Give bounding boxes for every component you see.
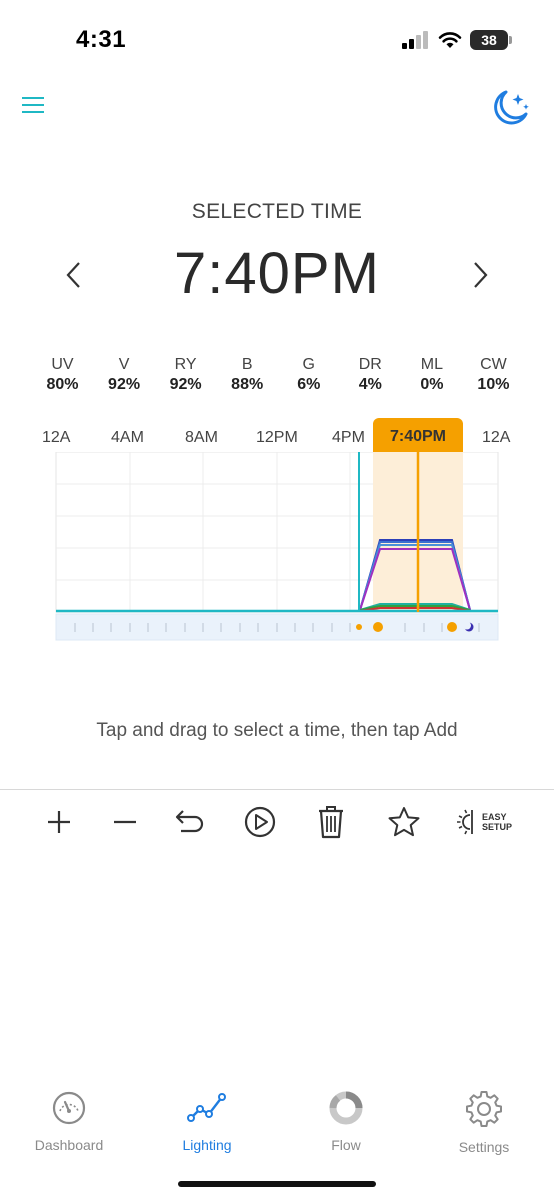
channel-g: G 6% [278, 356, 339, 394]
nav-label: Flow [331, 1137, 361, 1153]
delete-button[interactable] [309, 802, 353, 842]
half-sun-icon [457, 809, 473, 835]
channel-name: B [241, 356, 253, 373]
status-time: 4:31 [76, 26, 127, 53]
plus-icon [48, 811, 70, 833]
channel-name: CW [480, 356, 507, 373]
selected-time-value: 7:40PM [174, 241, 380, 306]
play-preview-button[interactable] [238, 802, 282, 842]
sun-marker-icon [447, 622, 457, 632]
nav-flow[interactable]: Flow [291, 1090, 401, 1153]
nav-label: Lighting [182, 1137, 232, 1153]
nav-settings[interactable]: Settings [429, 1090, 539, 1155]
scrub-strip-ticks [74, 623, 480, 632]
channel-ry: RY 92% [155, 356, 216, 394]
instruction-text: Tap and drag to select a time, then tap … [96, 720, 458, 741]
remove-button[interactable] [103, 802, 147, 842]
home-indicator[interactable] [178, 1181, 376, 1187]
undo-button[interactable] [168, 802, 212, 842]
time-tick-label: 4PM [332, 429, 365, 446]
channel-curve-g [359, 605, 471, 611]
channel-name: V [118, 356, 130, 373]
line-chart-icon [187, 1093, 226, 1122]
add-button[interactable] [37, 802, 81, 842]
channel-value: 0% [420, 376, 444, 393]
time-tick-label: 12A [42, 429, 71, 446]
channel-ml: ML 0% [401, 356, 462, 394]
easy-setup-button[interactable]: EASY SETUP [456, 802, 516, 842]
channel-b: B 88% [217, 356, 278, 394]
selected-time-badge[interactable]: 7:40PM [373, 418, 463, 454]
nav-label: Settings [458, 1139, 510, 1155]
hamburger-menu-icon[interactable] [22, 96, 46, 116]
channel-value: 92% [108, 376, 141, 393]
time-tick-label: 12A [482, 429, 511, 446]
lighting-schedule-graph[interactable] [0, 452, 554, 644]
easy-setup-label-line1: EASY [482, 812, 507, 822]
toolbar-divider [0, 789, 554, 790]
trash-icon [319, 806, 343, 839]
flow-ring-icon [329, 1091, 363, 1125]
channel-value: 92% [169, 376, 202, 393]
channel-value: 4% [358, 376, 382, 393]
channel-name: DR [358, 356, 382, 373]
channel-value: 80% [46, 376, 79, 393]
sunrise-marker-icon [356, 624, 362, 630]
channel-curve-dr [359, 607, 471, 612]
play-circle-icon [244, 806, 276, 838]
favorite-button[interactable] [382, 802, 426, 842]
channel-dr: DR 4% [340, 356, 401, 394]
selected-time-label: SELECTED TIME [191, 200, 363, 223]
channel-name: ML [420, 356, 443, 373]
wifi-icon [438, 32, 462, 48]
channel-value: 6% [297, 376, 321, 393]
channel-v: V 92% [94, 356, 155, 394]
nav-lighting[interactable]: Lighting [152, 1090, 262, 1153]
star-icon [388, 807, 420, 837]
easy-setup-label-line2: SETUP [482, 822, 513, 832]
cellular-signal-icon [402, 31, 428, 49]
time-tick-label: 4AM [111, 429, 144, 446]
battery-indicator: 38 [470, 30, 512, 50]
next-time-chevron-icon[interactable] [468, 260, 492, 290]
undo-icon [175, 810, 204, 833]
gauge-icon [52, 1091, 86, 1125]
channel-name: G [302, 356, 315, 373]
channel-curve-uv [359, 548, 471, 611]
time-tick-label: 12PM [256, 429, 298, 446]
nav-dashboard[interactable]: Dashboard [14, 1090, 124, 1153]
gear-icon [466, 1091, 502, 1127]
channel-name: UV [51, 356, 74, 373]
night-mode-moon-icon[interactable] [488, 86, 532, 130]
previous-time-chevron-icon[interactable] [62, 260, 86, 290]
channel-levels: UV 80% V 92% RY 92% B 88% G 6% DR 4% ML … [32, 356, 524, 394]
minus-icon [114, 820, 136, 824]
nav-label: Dashboard [34, 1137, 104, 1153]
sun-marker-icon [373, 622, 383, 632]
time-tick-label: 8AM [185, 429, 218, 446]
channel-name: RY [174, 356, 197, 373]
status-icons: 38 [402, 30, 512, 50]
channel-value: 10% [477, 376, 510, 393]
channel-uv: UV 80% [32, 356, 93, 394]
channel-cw: CW 10% [463, 356, 524, 394]
moon-marker-icon [463, 621, 474, 632]
channel-value: 88% [231, 376, 264, 393]
